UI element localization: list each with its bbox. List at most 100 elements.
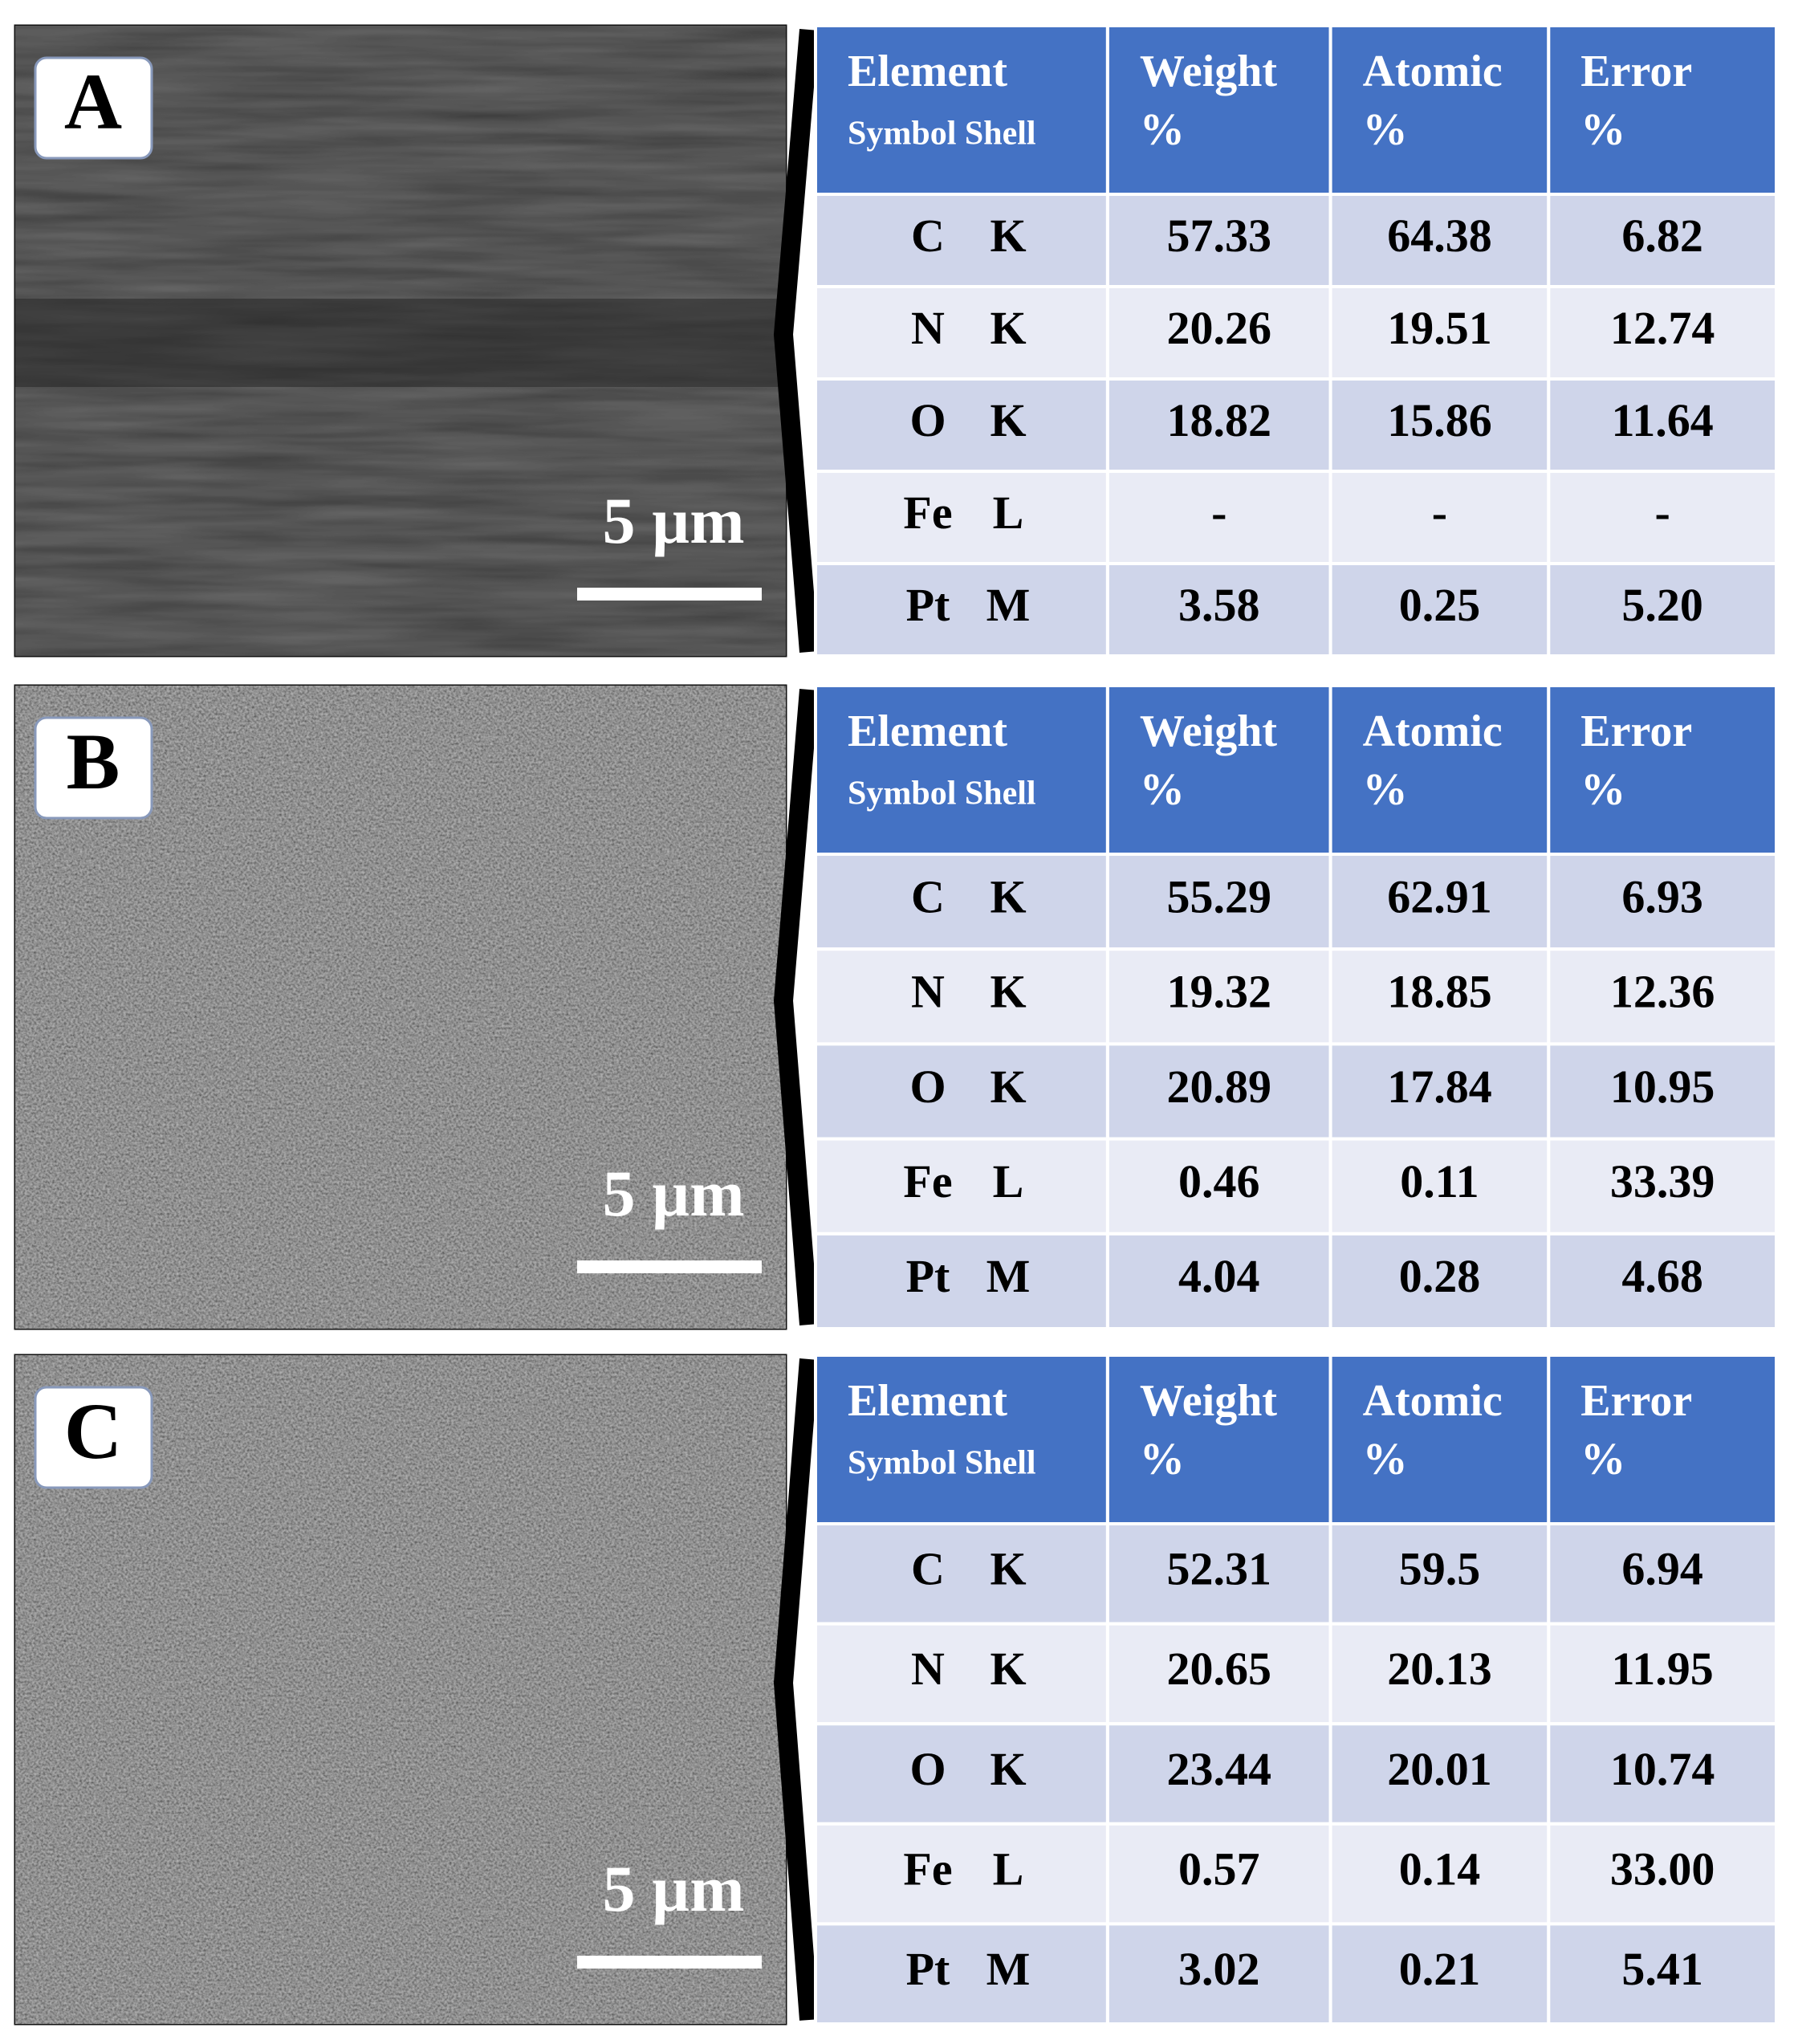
- cell-value: 57.33: [1166, 210, 1271, 262]
- header-sub: %: [1580, 105, 1625, 155]
- header-sub: %: [1140, 1435, 1185, 1484]
- scale-bar-label: 5 µm: [602, 484, 744, 557]
- cell-value: 20.65: [1166, 1643, 1271, 1695]
- table-cell: [1547, 285, 1779, 381]
- table-cell: [814, 193, 1109, 288]
- header-title: Error: [1580, 706, 1692, 756]
- element-shell: K: [990, 1743, 1026, 1795]
- element-shell: K: [990, 966, 1026, 1018]
- table-cell: [1105, 193, 1332, 288]
- element-shell: M: [986, 579, 1031, 631]
- header-sub: %: [1580, 765, 1625, 815]
- table-cell: [1105, 1622, 1332, 1726]
- table-cell: [1547, 1042, 1779, 1141]
- table-cell: [814, 1042, 1109, 1141]
- table-cell: [1105, 562, 1332, 658]
- scale-bar: [577, 1956, 762, 1969]
- table-cell: [814, 1232, 1109, 1331]
- cell-value: 20.89: [1166, 1061, 1271, 1113]
- element-shell: K: [990, 870, 1026, 922]
- panel-label-box: [34, 56, 153, 160]
- element-symbol: N: [911, 1643, 945, 1695]
- table-cell: [1547, 1822, 1779, 1926]
- cell-value: 15.86: [1387, 394, 1492, 446]
- cell-value: 11.64: [1611, 394, 1713, 446]
- table-cell: [1328, 285, 1551, 381]
- cell-value: 5.41: [1621, 1943, 1703, 1995]
- cell-value: 64.38: [1387, 210, 1492, 262]
- element-symbol: Fe: [903, 487, 952, 539]
- table-cell: [814, 377, 1109, 473]
- header-title: Weight: [1140, 1376, 1277, 1426]
- cell-value: 6.94: [1621, 1543, 1703, 1595]
- table-cell: [814, 1622, 1109, 1726]
- element-symbol: C: [911, 870, 945, 922]
- header-title: Element: [848, 1376, 1007, 1426]
- table-cell: [1328, 853, 1551, 951]
- element-shell: K: [990, 394, 1026, 446]
- header-title: Atomic: [1363, 47, 1503, 96]
- cell-value: 4.04: [1178, 1250, 1260, 1302]
- table-cell: [1547, 377, 1779, 473]
- cell-value: 23.44: [1166, 1743, 1271, 1795]
- scale-bar: [577, 1260, 762, 1273]
- cell-value: 0.46: [1178, 1155, 1260, 1207]
- header-cell: [1328, 684, 1551, 856]
- header-sub: %: [1140, 105, 1185, 155]
- header-title: Weight: [1140, 47, 1277, 96]
- table-cell: [1547, 1922, 1779, 2026]
- table-cell: [1547, 562, 1779, 658]
- panel-label: A: [64, 57, 122, 146]
- cell-value: 18.85: [1387, 966, 1492, 1018]
- cell-value: 33.00: [1610, 1842, 1715, 1895]
- table-cell: [814, 470, 1109, 565]
- element-symbol: N: [911, 966, 945, 1018]
- element-shell: K: [990, 210, 1026, 262]
- panel-label: B: [67, 717, 120, 806]
- panel-label-box: [34, 716, 153, 820]
- table-cell: [1547, 193, 1779, 288]
- cell-value: 19.32: [1166, 966, 1271, 1018]
- table-cell: [814, 285, 1109, 381]
- table-cell: [1105, 1722, 1332, 1826]
- element-symbol: Fe: [903, 1155, 952, 1207]
- table-cell: [814, 853, 1109, 951]
- table-cell: [1328, 1622, 1551, 1726]
- cell-value: 11.95: [1611, 1643, 1713, 1695]
- panel-label: C: [64, 1386, 122, 1476]
- table-cell: [1547, 853, 1779, 951]
- cell-value: 0.28: [1399, 1250, 1481, 1302]
- element-shell: M: [986, 1943, 1031, 1995]
- cell-value: 52.31: [1166, 1543, 1271, 1595]
- header-sub: Symbol Shell: [848, 1445, 1036, 1482]
- element-shell: K: [990, 1643, 1026, 1695]
- table-cell: [1547, 1722, 1779, 1826]
- scale-bar-label: 5 µm: [602, 1157, 744, 1230]
- table-cell: [814, 1722, 1109, 1826]
- table-cell: [1105, 1522, 1332, 1626]
- cell-value: 19.51: [1387, 302, 1492, 354]
- element-shell: K: [990, 1061, 1026, 1113]
- element-shell: L: [993, 487, 1024, 539]
- cell-value: 3.02: [1178, 1943, 1260, 1995]
- cell-value: 18.82: [1166, 394, 1271, 446]
- header-cell: [1547, 24, 1779, 196]
- table-cell: [1547, 1137, 1779, 1236]
- element-symbol: Pt: [906, 579, 950, 631]
- header-title: Atomic: [1363, 1376, 1503, 1426]
- table-cell: [1105, 1232, 1332, 1331]
- table-cell: [814, 1822, 1109, 1926]
- cell-value: 20.26: [1166, 302, 1271, 354]
- table-cell: [1547, 1622, 1779, 1726]
- header-sub: %: [1363, 765, 1408, 815]
- cell-value: 55.29: [1166, 870, 1271, 922]
- scale-bar-label: 5 µm: [602, 1852, 744, 1925]
- element-symbol: Pt: [906, 1943, 950, 1995]
- table-cell: [814, 947, 1109, 1046]
- dark-band: [15, 299, 786, 387]
- element-symbol: Pt: [906, 1250, 950, 1302]
- table-cell: [1105, 377, 1332, 473]
- table-cell: [1328, 1522, 1551, 1626]
- cell-value: -: [1211, 487, 1226, 539]
